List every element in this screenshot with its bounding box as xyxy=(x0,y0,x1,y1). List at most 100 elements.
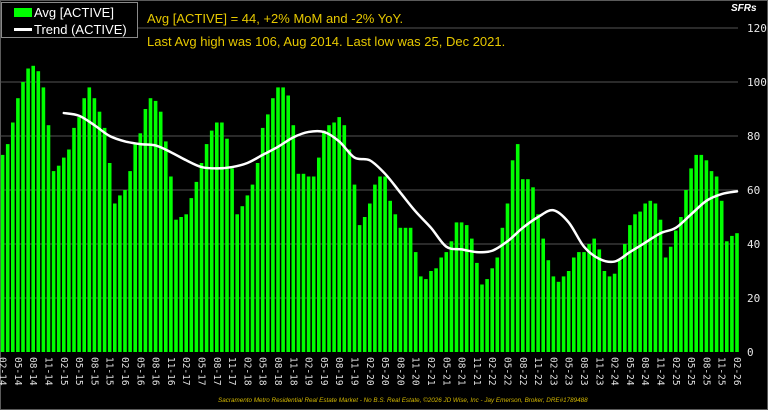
y-tick-label: 100 xyxy=(747,76,767,89)
x-tick-label: 08-22 xyxy=(517,357,528,386)
x-tick-label: 02-21 xyxy=(425,357,436,386)
x-tick-label: 11-20 xyxy=(410,357,421,386)
bar-09-22 xyxy=(526,179,530,352)
y-tick-label: 80 xyxy=(747,130,760,143)
bar-06-20 xyxy=(388,200,392,352)
bar-09-25 xyxy=(709,171,714,352)
x-tick-label: 02-26 xyxy=(731,357,742,386)
x-tick-label: 08-19 xyxy=(333,357,344,386)
bar-12-14 xyxy=(51,171,56,352)
bar-05-18 xyxy=(260,127,265,353)
x-tick-label: 08-24 xyxy=(639,357,650,386)
footer-credit: Sacramento Metro Residential Real Estate… xyxy=(218,397,588,404)
x-tick-label: 02-14 xyxy=(0,357,8,386)
bar-10-22 xyxy=(531,187,535,352)
x-tick-label: 08-15 xyxy=(88,357,99,386)
bar-06-22 xyxy=(510,160,515,352)
y-tick-label: 60 xyxy=(747,184,760,197)
bar-04-25 xyxy=(684,190,688,352)
bar-12-19 xyxy=(357,225,362,352)
bar-09-24 xyxy=(648,200,653,352)
bar-02-19 xyxy=(306,176,311,352)
annotation-high-low: Last Avg high was 106, Aug 2014. Last lo… xyxy=(147,34,506,49)
bar-08-22 xyxy=(521,179,525,352)
x-tick-label: 02-23 xyxy=(547,357,558,386)
bar-03-24 xyxy=(617,260,622,352)
bar-05-14 xyxy=(16,98,20,352)
x-axis-ticks: 02-14 05-14 08-14 11-14 02-15 05-15 08-15 11-15… xyxy=(0,357,742,386)
bar-04-17 xyxy=(194,181,199,352)
bar-01-16 xyxy=(118,195,122,352)
bar-02-23 xyxy=(551,276,556,352)
bar-07-20 xyxy=(393,214,398,352)
y-tick-label: 120 xyxy=(747,22,767,35)
bar-08-21 xyxy=(459,222,464,352)
x-tick-label: 02-25 xyxy=(670,357,681,386)
bar-06-17 xyxy=(204,144,209,352)
x-tick-label: 05-22 xyxy=(502,357,513,386)
legend-item-trend: Trend (ACTIVE) xyxy=(14,21,127,37)
bar-12-24 xyxy=(663,257,668,352)
bar-12-16 xyxy=(174,219,178,352)
bar-07-22 xyxy=(515,144,520,352)
x-tick-label: 08-21 xyxy=(456,357,467,386)
bar-04-19 xyxy=(317,157,321,352)
x-tick-label: 02-19 xyxy=(303,357,314,386)
bar-03-19 xyxy=(311,176,316,352)
x-tick-label: 08-23 xyxy=(578,357,589,386)
x-tick-label: 05-17 xyxy=(196,357,207,386)
y-tick-label: 20 xyxy=(747,292,760,305)
bar-01-20 xyxy=(362,217,367,352)
x-tick-label: 05-25 xyxy=(685,357,696,386)
bar-12-18 xyxy=(296,173,301,352)
bar-02-18 xyxy=(245,195,250,352)
bar-08-25 xyxy=(704,160,709,352)
x-tick-label: 02-22 xyxy=(486,357,497,386)
bar-03-17 xyxy=(189,198,194,352)
x-tick-label: 05-15 xyxy=(73,357,84,386)
bar-07-24 xyxy=(638,211,642,352)
bar-06-24 xyxy=(633,214,637,352)
x-tick-label: 02-18 xyxy=(241,357,252,386)
bar-01-15 xyxy=(56,165,61,352)
y-tick-label: 0 xyxy=(747,346,754,359)
bar-05-23 xyxy=(566,271,571,352)
bar-11-22 xyxy=(536,214,540,352)
bar-01-21 xyxy=(424,279,428,352)
bar-09-17 xyxy=(220,122,224,352)
bar-01-24 xyxy=(607,276,612,352)
bar-01-25 xyxy=(668,246,673,352)
x-tick-label: 08-17 xyxy=(211,357,222,386)
x-tick-label: 05-18 xyxy=(257,357,268,386)
x-tick-label: 11-24 xyxy=(655,357,666,386)
legend-label-trend: Trend (ACTIVE) xyxy=(34,21,127,37)
bar-09-20 xyxy=(403,227,408,352)
bar-06-25 xyxy=(694,154,698,352)
x-tick-label: 08-25 xyxy=(700,357,711,386)
x-tick-label: 08-18 xyxy=(272,357,283,386)
x-tick-label: 05-16 xyxy=(134,357,145,386)
bar-02-15 xyxy=(62,157,66,352)
bar-05-24 xyxy=(628,225,632,352)
bar-03-16 xyxy=(128,171,132,352)
bar-05-17 xyxy=(199,163,204,352)
x-tick-label: 08-16 xyxy=(150,357,161,386)
bar-03-18 xyxy=(250,184,255,352)
bar-11-23 xyxy=(597,249,602,352)
x-tick-label: 05-19 xyxy=(318,357,329,386)
bar-03-25 xyxy=(679,217,683,352)
bar-06-21 xyxy=(449,241,454,352)
bar-08-14 xyxy=(31,65,35,353)
bar-12-22 xyxy=(541,238,545,352)
bar-03-14 xyxy=(5,144,10,352)
y-tick-label: 40 xyxy=(747,238,760,251)
legend-item-avg: Avg [ACTIVE] xyxy=(14,4,114,20)
x-tick-label: 02-15 xyxy=(58,357,69,386)
bar-08-17 xyxy=(215,122,219,352)
bar-02-17 xyxy=(184,214,188,352)
x-tick-label: 02-17 xyxy=(180,357,191,386)
bar-09-16 xyxy=(158,111,163,352)
x-tick-label: 11-16 xyxy=(165,357,176,386)
bar-05-19 xyxy=(322,130,326,352)
